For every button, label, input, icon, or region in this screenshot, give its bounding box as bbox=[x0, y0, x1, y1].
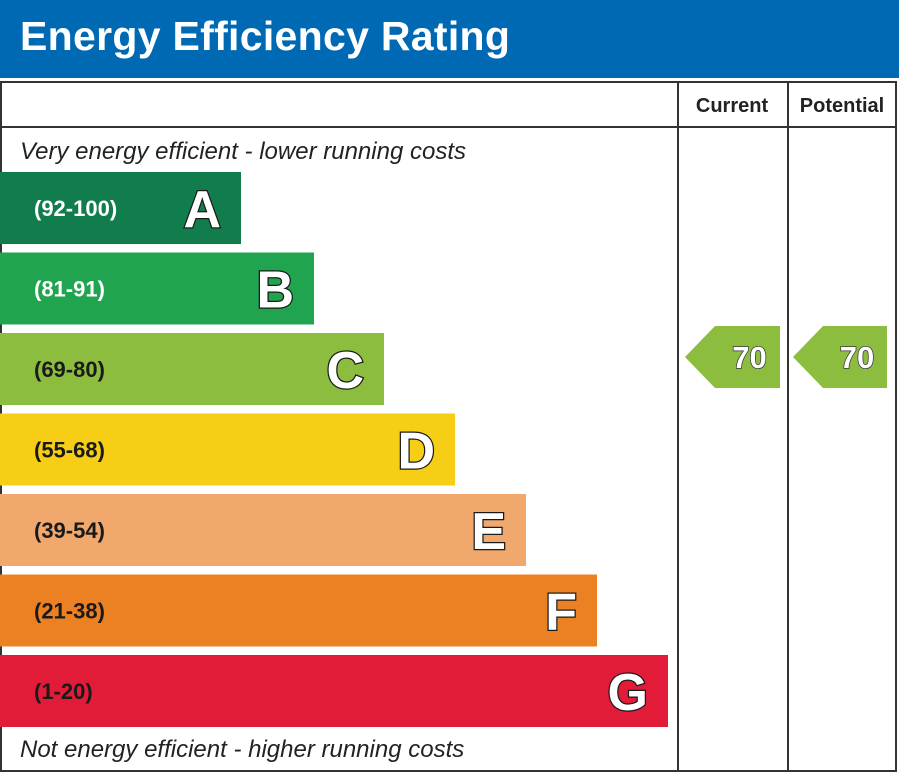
column-header-current: Current bbox=[696, 95, 769, 117]
page-title: Energy Efficiency Rating bbox=[20, 13, 511, 59]
band-e-range: (39-54) bbox=[34, 518, 105, 543]
band-c-bar bbox=[0, 333, 384, 405]
band-b-bar bbox=[0, 252, 314, 325]
rating-markers: 70 70 bbox=[685, 326, 887, 388]
top-note: Very energy efficient - lower running co… bbox=[20, 138, 466, 165]
band-a-bar bbox=[0, 172, 241, 244]
band-e-letter: E bbox=[471, 503, 506, 561]
band-b-letter: B bbox=[256, 262, 294, 320]
band-g-range: (1-20) bbox=[34, 679, 93, 704]
current-rating-value: 70 bbox=[732, 340, 766, 375]
bottom-note: Not energy efficient - higher running co… bbox=[20, 736, 464, 763]
band-b-range: (81-91) bbox=[34, 277, 105, 302]
column-header-potential: Potential bbox=[800, 95, 884, 117]
band-f-bar bbox=[0, 574, 597, 647]
potential-rating-value: 70 bbox=[840, 340, 874, 375]
header-bar: Energy Efficiency Rating bbox=[0, 0, 899, 78]
band-a-letter: A bbox=[183, 181, 221, 239]
band-f-letter: F bbox=[545, 584, 577, 642]
band-d-range: (55-68) bbox=[34, 438, 105, 463]
band-c-range: (69-80) bbox=[34, 357, 105, 382]
band-g-bar bbox=[0, 655, 668, 727]
band-a-range: (92-100) bbox=[34, 196, 117, 221]
band-e-bar bbox=[0, 494, 526, 566]
band-d-letter: D bbox=[397, 423, 435, 481]
band-g-letter: G bbox=[608, 664, 648, 722]
band-d-bar bbox=[0, 413, 455, 486]
energy-rating-chart: Current Potential Very energy efficient … bbox=[0, 81, 897, 772]
potential-rating-marker bbox=[793, 326, 887, 388]
band-f-range: (21-38) bbox=[34, 599, 105, 624]
rating-bars: (92-100) A (81-91) B (69-80) C (55-68) D (39-54)… bbox=[0, 172, 668, 727]
current-rating-marker bbox=[685, 326, 780, 388]
band-c-letter: C bbox=[326, 342, 364, 400]
